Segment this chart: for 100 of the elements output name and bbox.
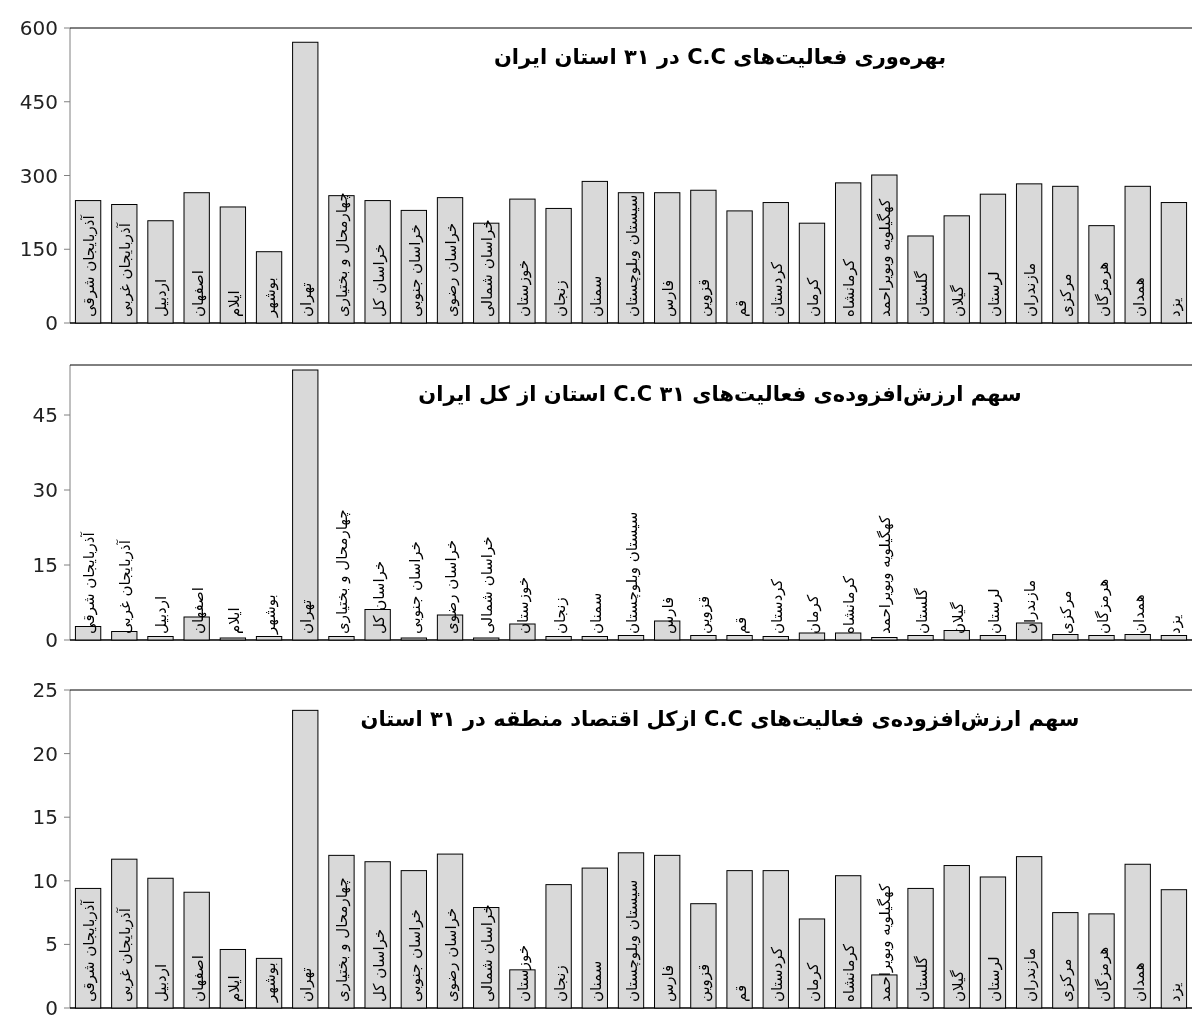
x-tick-label: هرمزگان [1093,946,1112,1002]
x-tick-label: خراسان رضوی [442,222,461,317]
x-tick-label: همدان [1129,962,1148,1002]
x-tick-label: کهگیلویه وبویراحمد [876,514,895,634]
text: سهم ارزش‌افزوده‌ی فعالیت‌های C.C ازکل اقتصاد منطقه در ۳۱ استان [360,707,1080,731]
x-tick-label: خراسان رضوی [442,539,461,634]
x-tick-label: مازندران [1021,262,1040,317]
x-tick-label: کرمان [803,594,822,634]
x-tick-label: خراسان جنوبی [405,541,424,634]
y-tick-label: 0 [45,311,58,335]
x-tick-label: خوزستان [514,945,533,1002]
x-tick-label: قزوین [695,963,714,1002]
y-tick-label: 45 [32,403,58,427]
x-tick-label: کهگیلویه وبویراحمد [876,197,895,317]
x-tick-label: مرکزی [1057,590,1076,634]
x-tick-label: مرکزی [1057,273,1076,317]
x-tick-label: کرمانشاه [840,258,859,317]
x-tick-label: فارس [659,964,678,1002]
x-tick-label: ایلام [224,290,243,317]
x-tick-label: قزوین [695,595,714,634]
x-tick-label: گلستان [912,587,931,634]
x-tick-label: زنجان [550,597,569,634]
x-tick-label: هرمزگان [1093,578,1112,634]
x-tick-label: همدان [1129,277,1148,317]
x-tick-label: فارس [659,596,678,634]
x-tick-label: اردبیل [152,278,171,317]
x-tick-label: آذربایجان شرقی [80,214,99,317]
x-tick-label: ایلام [224,607,243,634]
x-tick-label: آذربایجان غربی [116,907,135,1002]
y-tick-label: 450 [19,89,58,114]
text: سهم ارزش‌افزوده‌ی فعالیت‌های C.C ۳۱ استان از کل ایران [418,382,1022,406]
x-tick-label: مازندران [1021,947,1040,1002]
x-tick-label: قم [731,616,750,634]
y-tick-label: 25 [32,678,58,702]
x-tick-label: کرمان [803,277,822,317]
x-tick-label: سمنان [586,275,605,317]
x-tick-label: خراسان رضوی [442,907,461,1002]
x-tick-label: خراسان شمالی [478,219,497,317]
x-tick-label: کرمانشاه [840,943,859,1002]
y-tick-label: 0 [45,628,58,652]
x-tick-label: خراسان شمالی [478,904,497,1002]
x-tick-label: گیلان [948,601,967,634]
x-tick-label: همدان [1129,594,1148,634]
x-tick-label: ایلام [224,975,243,1002]
x-tick-label: لرستان [984,956,1003,1002]
x-tick-label: بوشهر [261,277,280,318]
y-tick-label: 10 [32,868,58,893]
x-tick-label: خراسان جنوبی [405,224,424,317]
y-tick-label: 150 [19,237,58,262]
x-tick-label: اردبیل [152,963,171,1002]
x-tick-label: قم [731,984,750,1002]
y-tick-label: 0 [45,996,58,1020]
y-tick-label: 15 [32,553,58,577]
x-tick-label: سیستان وبلوچستان [623,879,641,1002]
x-tick-label: گلستان [912,955,931,1002]
x-tick-label: آذربایجان غربی [116,222,135,317]
y-tick-label: 30 [32,478,58,502]
x-tick-label: اصفهان [188,587,207,634]
y-tick-label: 300 [19,163,58,188]
x-tick-label: لرستان [984,271,1003,317]
x-tick-label: کرمان [803,962,822,1002]
x-tick-label: کردستان [767,946,786,1002]
x-tick-label: خراسان کل [369,560,388,634]
x-tick-label: زنجان [550,965,569,1002]
x-tick-label: مرکزی [1057,958,1076,1002]
x-tick-label: گیلان [948,969,967,1002]
x-tick-label: اردبیل [152,595,171,634]
x-tick-label: خوزستان [514,260,533,317]
x-tick-label: تهران [297,967,316,1002]
x-tick-label: آذربایجان شرقی [80,531,99,634]
x-tick-label: سیستان وبلوچستان [623,194,641,317]
x-tick-label: آذربایجان غربی [116,539,135,634]
x-tick-label: مازندران [1021,579,1040,634]
x-tick-label: یزد [1165,297,1184,317]
x-tick-label: کرمانشاه [840,575,859,634]
x-tick-label: قزوین [695,278,714,317]
x-tick-label: گلستان [912,270,931,317]
x-tick-label: آذربایجان شرقی [80,899,99,1002]
x-tick-label: کردستان [767,261,786,317]
y-tick-label: 15 [32,805,58,830]
x-tick-label: تهران [297,599,316,634]
x-tick-label: گیلان [948,284,967,317]
x-tick-label: اصفهان [188,955,207,1002]
x-tick-label: چهارمحال و بختیاری [333,509,352,634]
y-tick-label: 20 [32,741,58,766]
x-tick-label: خراسان جنوبی [405,909,424,1002]
x-tick-label: بوشهر [261,962,280,1003]
x-tick-label: کهگیلویه وبویراحمد [876,882,895,1002]
x-tick-label: سمنان [586,960,605,1002]
x-tick-label: سیستان وبلوچستان [623,511,641,634]
x-tick-label: خراسان کل [369,928,388,1002]
x-tick-label: چهارمحال و بختیاری [333,877,352,1002]
y-tick-label: 5 [45,932,58,957]
x-tick-label: یزد [1165,982,1184,1002]
x-tick-label: سمنان [586,592,605,634]
x-tick-label: خراسان کل [369,243,388,317]
x-tick-label: خراسان شمالی [478,536,497,634]
x-tick-label: یزد [1165,614,1184,634]
text: بهره‌وری فعالیت‌های C.C در ۳۱ استان ایران [493,45,947,69]
x-tick-label: کردستان [767,578,786,634]
